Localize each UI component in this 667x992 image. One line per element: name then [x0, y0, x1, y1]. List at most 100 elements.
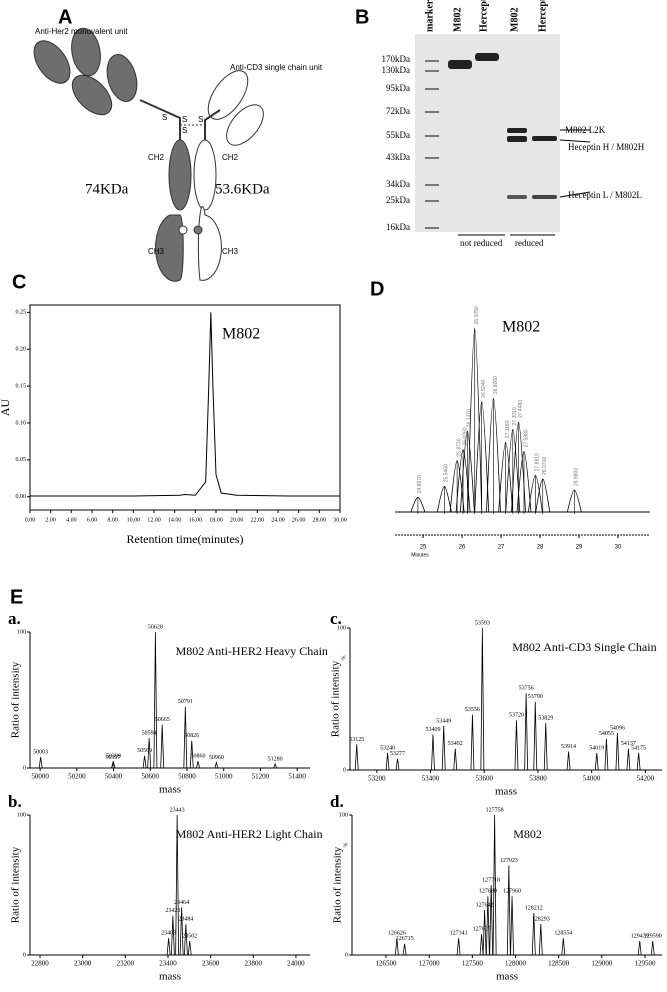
peak-label: 50397	[105, 755, 120, 761]
x-tick-label: 127000	[419, 960, 441, 968]
peak	[385, 752, 390, 771]
x-tick-label: 4.00	[66, 517, 77, 523]
peak-label: 54096	[610, 725, 625, 731]
peak	[170, 915, 175, 956]
x-tick-label: 53600	[476, 775, 494, 783]
peak	[650, 940, 655, 956]
peak	[410, 496, 426, 513]
peak	[538, 924, 543, 956]
peak-label: 50003	[33, 749, 48, 755]
disulfide: S	[162, 113, 167, 122]
peak-label: 126715	[396, 936, 414, 942]
peak-label: 127923	[500, 858, 518, 864]
peak	[402, 943, 407, 956]
y-axis-label: Ratio of intensity	[10, 846, 22, 923]
peak-label: 26.8060	[493, 376, 499, 394]
peak	[38, 757, 43, 769]
peak-label: 128554	[554, 931, 572, 937]
peak	[470, 714, 475, 771]
y-axis-label: Ratio of intensity	[330, 660, 342, 737]
peak	[543, 723, 548, 771]
x-tick-label: 23400	[159, 960, 177, 968]
x-tick-label: 30.00	[333, 517, 347, 523]
band-label: Heceptin L / M802L	[568, 190, 642, 200]
peak-label: 51280	[268, 756, 283, 762]
peak	[626, 748, 631, 771]
peak	[594, 752, 599, 771]
x-tick-label: 23800	[245, 960, 263, 968]
peak	[480, 627, 485, 771]
peak-label: 26.0260	[462, 427, 468, 445]
panel-letter: B	[355, 6, 369, 28]
peak	[511, 421, 526, 513]
y-axis-label: Ratio of intensity	[10, 661, 22, 738]
y-tick-label: 0	[345, 952, 348, 958]
x-axis-label: Retention time(minutes)	[127, 532, 244, 546]
x-tick-label: 22800	[31, 960, 49, 968]
peak	[441, 725, 446, 771]
x-tick-label: 53800	[529, 775, 547, 783]
x-axis-label: mass	[495, 786, 517, 798]
peak-label: 50628	[148, 624, 163, 630]
peak	[637, 940, 642, 956]
peak	[187, 940, 192, 956]
peak	[153, 631, 158, 769]
peak	[506, 865, 511, 956]
y-axis-label: AU	[0, 399, 12, 417]
peak-label: 127607	[473, 926, 491, 932]
panel-letter: c.	[330, 609, 342, 628]
y-axis-label: Ratio of intensity	[332, 846, 344, 923]
x-tick-label: 28	[537, 545, 544, 551]
peak-label: 126626	[388, 931, 406, 937]
x-tick-label: 0.00	[25, 517, 36, 523]
x-tick-label: 16.00	[189, 517, 203, 523]
spectrum-title: M802 Anti-HER2 Light Chain	[176, 827, 323, 841]
x-tick-label: 30	[615, 545, 622, 551]
peak-label: 26.1370	[467, 409, 473, 427]
peak-label: 28.8800	[574, 468, 580, 486]
peak	[456, 938, 461, 956]
peak-label: 26.5040	[481, 380, 487, 398]
peak-label: 129439	[631, 933, 649, 939]
peak-label: 54055	[599, 731, 614, 737]
y-tick-label: 0.05	[16, 457, 27, 463]
peak	[482, 910, 487, 956]
peak	[479, 933, 484, 956]
x-tick-label: 6.00	[87, 517, 98, 523]
mass-label: 53.6KDa	[215, 181, 270, 197]
peak	[431, 734, 435, 771]
peak-label: 53790	[528, 694, 543, 700]
spectrum-title: M802	[513, 827, 542, 841]
peak-label: 23443	[170, 807, 185, 813]
peak-label: 27.3010	[512, 407, 518, 425]
marker-label: 95kDa	[386, 83, 410, 93]
gel	[415, 34, 560, 232]
lane-label: marker	[424, 0, 435, 32]
peak-label: 50826	[184, 733, 199, 739]
x-tick-label: 8.00	[107, 517, 118, 523]
peak-label: 25.5460	[444, 464, 450, 482]
x-axis-label: Minutes	[411, 552, 429, 558]
x-tick-label: 50200	[68, 773, 86, 781]
x-tick-label: 51000	[215, 773, 233, 781]
domain-label: CH2	[222, 153, 239, 162]
x-tick-label: 25	[420, 545, 427, 551]
x-tick-label: 23200	[117, 960, 135, 968]
peak-label: 129590	[644, 933, 662, 939]
peak-label: 50665	[155, 717, 170, 723]
peak	[354, 744, 359, 771]
cd3-chain	[139, 70, 264, 281]
band-label: Heceptin H / M802H	[568, 142, 645, 152]
x-tick-label: 129000	[591, 960, 613, 968]
spectrum-title: M802 Anti-HER2 Heavy Chain	[176, 644, 328, 658]
x-tick-label: 2.00	[45, 517, 56, 523]
peak-label: 54019	[589, 745, 604, 751]
peak	[510, 896, 514, 956]
y-unit: %	[341, 656, 347, 661]
peak-label: 53449	[436, 718, 451, 724]
x-tick-label: 54200	[637, 775, 655, 783]
peak-label: 27.4480	[518, 400, 524, 418]
peak	[183, 706, 188, 769]
peak-label: 23423	[165, 908, 180, 914]
